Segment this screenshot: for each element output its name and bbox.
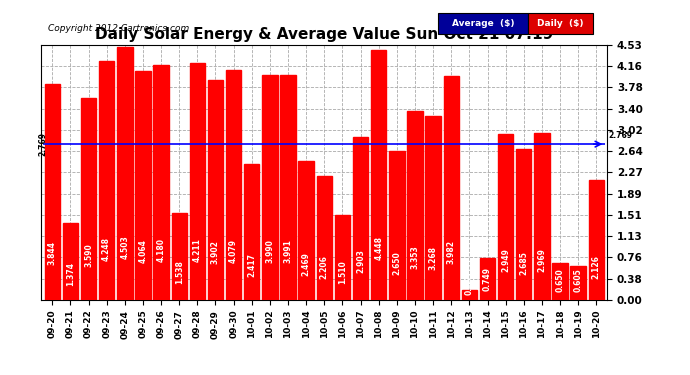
Text: 4.248: 4.248 [102,237,111,261]
Title: Daily Solar Energy & Average Value Sun Oct 21 07:19: Daily Solar Energy & Average Value Sun O… [95,27,553,42]
Text: 2.126: 2.126 [592,255,601,279]
Text: 3.268: 3.268 [428,246,437,270]
Bar [244,164,259,300]
Bar [135,71,150,300]
Text: 2.969: 2.969 [538,248,546,272]
Text: 2.949: 2.949 [501,248,510,272]
Text: 2.769: 2.769 [608,131,632,140]
Bar [63,223,78,300]
Text: 4.448: 4.448 [374,236,383,260]
Bar [389,151,404,300]
Bar [589,180,604,300]
Text: 2.769: 2.769 [39,132,48,156]
Bar [516,149,531,300]
Text: 0.650: 0.650 [555,268,564,292]
Bar [462,291,477,300]
Text: 0.169: 0.169 [465,272,474,295]
Text: 2.650: 2.650 [393,251,402,275]
Text: Daily  ($): Daily ($) [538,19,584,28]
Bar [498,134,513,300]
Bar [317,176,332,300]
Bar [280,75,296,300]
Text: 3.844: 3.844 [48,241,57,265]
Text: 1.374: 1.374 [66,262,75,286]
Bar [99,61,115,300]
Bar [45,84,60,300]
Text: 4.064: 4.064 [139,239,148,263]
Text: 4.211: 4.211 [193,238,202,262]
Bar [552,263,568,300]
Text: 3.990: 3.990 [266,240,275,264]
Bar [81,98,97,300]
Bar [426,116,441,300]
Text: 0.605: 0.605 [573,268,582,292]
Bar [480,258,495,300]
Bar [117,46,132,300]
Text: 3.991: 3.991 [284,240,293,264]
Bar [353,136,368,300]
Text: Copyright 2012 Cartronics.com: Copyright 2012 Cartronics.com [48,24,190,33]
Text: 3.353: 3.353 [411,245,420,269]
Text: 3.590: 3.590 [84,243,93,267]
Bar [335,215,350,300]
Text: 2.685: 2.685 [520,251,529,274]
Text: 1.510: 1.510 [338,261,347,284]
Text: 2.469: 2.469 [302,252,310,276]
Bar [172,213,187,300]
Bar [407,111,423,300]
Bar [153,65,169,300]
Text: 2.417: 2.417 [247,253,256,277]
Bar [226,70,241,300]
Bar [299,161,314,300]
Bar [534,133,550,300]
Bar [208,80,223,300]
Bar [262,75,277,300]
Text: 3.982: 3.982 [446,240,455,264]
Text: 4.180: 4.180 [157,238,166,262]
Text: 2.903: 2.903 [356,249,365,273]
Text: 4.079: 4.079 [229,239,238,263]
Text: 3.902: 3.902 [211,240,220,264]
Text: 1.538: 1.538 [175,260,184,284]
Text: 0.749: 0.749 [483,267,492,291]
Bar [190,63,205,300]
Text: Average  ($): Average ($) [452,19,514,28]
Bar [571,266,586,300]
Bar [371,50,386,300]
Bar [444,76,459,300]
Text: 2.206: 2.206 [319,255,329,279]
Text: 4.503: 4.503 [120,236,129,259]
